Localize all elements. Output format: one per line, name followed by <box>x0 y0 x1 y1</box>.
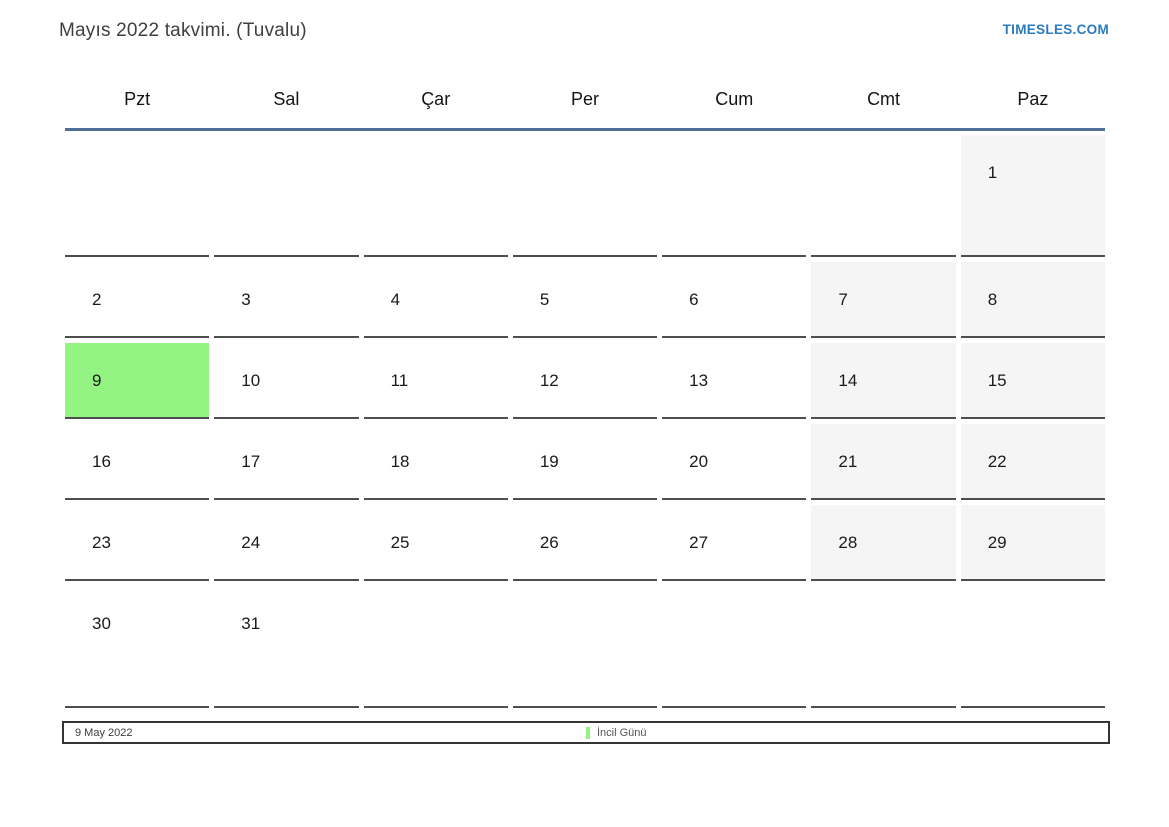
weekday-label-pzt: Pzt <box>124 89 151 109</box>
day-number: 11 <box>390 371 409 390</box>
day-cell-4: 4 <box>363 262 508 338</box>
legend-date: 9 May 2022 <box>75 726 133 739</box>
day-number: 29 <box>987 533 1007 552</box>
day-number: 3 <box>241 290 251 309</box>
calendar-grid: 1 2 3 4 5 6 7 8 9 10 11 12 13 14 15 16 17 18 19 20 21 22 23 24 2… <box>65 135 1105 708</box>
day-cell-29: 29 <box>960 505 1105 581</box>
day-number: 21 <box>838 452 858 471</box>
weekday-label-per: Per <box>570 89 599 109</box>
empty-cell <box>662 135 807 257</box>
day-cell-17: 17 <box>214 424 359 500</box>
day-number: 19 <box>539 452 559 471</box>
empty-cell <box>811 586 956 708</box>
empty-cell <box>65 135 210 257</box>
day-cell-20: 20 <box>662 424 807 500</box>
day-cell-16: 16 <box>65 424 210 500</box>
day-number: 22 <box>987 452 1007 471</box>
day-cell-23: 23 <box>65 505 210 581</box>
week-row: 1 <box>65 135 1105 257</box>
legend-label: İncil Günü <box>597 726 647 739</box>
day-cell-1: 1 <box>960 135 1105 257</box>
calendar: Pzt Sal Çar Per Cum Cmt Paz 1 2 3 4 5 6 7 8 9 10 11 12 13 1… <box>65 87 1105 708</box>
day-cell-22: 22 <box>960 424 1105 500</box>
day-number: 13 <box>689 371 709 390</box>
weekday-label-sal: Sal <box>273 89 300 109</box>
day-cell-21: 21 <box>811 424 956 500</box>
bible-day-marker-icon <box>586 726 590 739</box>
day-cell-10: 10 <box>214 343 359 419</box>
day-number: 5 <box>539 290 550 309</box>
week-row: 23 24 25 26 27 28 29 <box>65 505 1105 581</box>
day-number: 1 <box>987 163 998 182</box>
week-row: 2 3 4 5 6 7 8 <box>65 262 1105 338</box>
empty-cell <box>512 586 658 708</box>
day-number: 8 <box>987 290 998 309</box>
empty-cell <box>363 586 508 708</box>
day-cell-27: 27 <box>662 505 807 581</box>
week-row: 30 31 <box>65 586 1105 708</box>
day-number: 23 <box>92 533 111 552</box>
day-cell-30: 30 <box>65 586 210 708</box>
day-number: 24 <box>241 533 261 552</box>
empty-cell <box>363 135 508 257</box>
empty-cell <box>960 586 1105 708</box>
week-row: 9 10 11 12 13 14 15 <box>65 343 1105 419</box>
empty-cell <box>512 135 658 257</box>
site-logo-link[interactable]: TIMESLES.COM <box>1002 22 1109 37</box>
day-cell-5: 5 <box>512 262 658 338</box>
day-number: 12 <box>539 371 559 390</box>
legend-item: İncil Günü <box>586 726 647 739</box>
day-number: 27 <box>689 533 709 552</box>
day-number: 31 <box>241 614 261 633</box>
day-cell-28: 28 <box>811 505 956 581</box>
day-number: 9 <box>92 371 102 390</box>
day-cell-3: 3 <box>214 262 359 338</box>
day-cell-8: 8 <box>960 262 1105 338</box>
weekday-label-cmt: Cmt <box>867 89 901 109</box>
page-title: Mayıs 2022 takvimi. (Tuvalu) <box>59 20 307 41</box>
day-cell-6: 6 <box>662 262 807 338</box>
empty-cell <box>811 135 956 257</box>
day-number: 7 <box>838 290 848 309</box>
page-header: Mayıs 2022 takvimi. (Tuvalu) TIMESLES.CO… <box>59 20 1109 46</box>
day-cell-7: 7 <box>811 262 956 338</box>
weekday-header: Pzt Sal Çar Per Cum Cmt Paz <box>65 87 1105 131</box>
day-number: 26 <box>539 533 559 552</box>
day-number: 17 <box>241 452 261 471</box>
day-number: 15 <box>987 371 1007 390</box>
day-number: 14 <box>838 371 858 390</box>
day-cell-2: 2 <box>65 262 210 338</box>
day-cell-19: 19 <box>512 424 658 500</box>
day-number: 28 <box>838 533 858 552</box>
day-number: 4 <box>390 290 401 309</box>
day-number: 18 <box>390 452 410 471</box>
day-cell-14: 14 <box>811 343 956 419</box>
day-number: 6 <box>689 290 699 309</box>
day-cell-26: 26 <box>512 505 658 581</box>
day-number: 16 <box>92 452 111 471</box>
day-number: 25 <box>390 533 410 552</box>
day-cell-11: 11 <box>363 343 508 419</box>
weekday-label-çar: Çar <box>421 89 451 109</box>
day-cell-12: 12 <box>512 343 658 419</box>
day-cell-25: 25 <box>363 505 508 581</box>
day-number: 20 <box>689 452 709 471</box>
day-cell-9: 9 <box>65 343 210 419</box>
legend-bar: 9 May 2022 İncil Günü <box>62 721 1110 744</box>
day-cell-15: 15 <box>960 343 1105 419</box>
day-cell-31: 31 <box>214 586 359 708</box>
weekday-label-cum: Cum <box>715 89 754 109</box>
day-number: 10 <box>241 371 261 390</box>
day-cell-24: 24 <box>214 505 359 581</box>
empty-cell <box>662 586 807 708</box>
day-cell-18: 18 <box>363 424 508 500</box>
weekday-label-paz: Paz <box>1017 89 1049 109</box>
day-number: 30 <box>92 614 111 633</box>
day-number: 2 <box>92 290 102 309</box>
day-cell-13: 13 <box>662 343 807 419</box>
week-row: 16 17 18 19 20 21 22 <box>65 424 1105 500</box>
empty-cell <box>214 135 359 257</box>
